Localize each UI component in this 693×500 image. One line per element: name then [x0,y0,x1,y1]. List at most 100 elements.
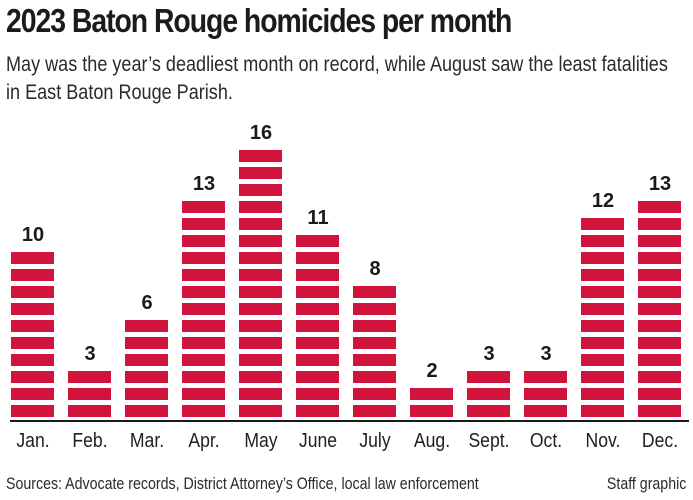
bar-block [182,269,225,281]
bar-block [182,405,225,417]
bar-block [11,320,54,332]
bar-block [638,337,681,349]
bar-block [353,286,396,298]
bar-block [353,405,396,417]
value-label: 11 [307,207,329,229]
bar-block [239,218,282,230]
bar-block [524,371,567,383]
value-label: 13 [648,173,672,195]
bar-block [638,320,681,332]
chart-title: 2023 Baton Rouge homicides per month [6,2,512,39]
bar-block [581,269,624,281]
bar-block [11,371,54,383]
bar-block [410,405,453,417]
sources-note: Sources: Advocate records, District Atto… [6,475,479,493]
bar-block [182,371,225,383]
bar-block [239,286,282,298]
x-axis-baseline [10,420,689,422]
bar-block [11,354,54,366]
bar-block [524,405,567,417]
bar-block [239,320,282,332]
bar-block [353,320,396,332]
bar-block [125,388,168,400]
bar-block [524,388,567,400]
value-label: 6 [141,292,153,314]
value-label: 3 [483,343,495,365]
month-label: June [298,430,337,452]
bar-block [353,303,396,315]
bar-block [581,218,624,230]
bar-block [296,320,339,332]
month-label: Oct. [529,430,562,452]
bar-block [581,405,624,417]
credit-note: Staff graphic [606,475,686,493]
value-label: 16 [249,122,273,144]
month-label: Nov. [585,430,620,452]
bar-block [638,354,681,366]
month-label: Dec. [641,430,678,452]
bar-block [638,388,681,400]
bar-block [125,320,168,332]
value-label: 2 [426,360,438,382]
bar-block [467,371,510,383]
bar-block [11,303,54,315]
bar-block [239,354,282,366]
bar-block [638,235,681,247]
bar-block [182,354,225,366]
value-label: 12 [591,190,615,212]
bar-block [581,303,624,315]
bar-block [638,218,681,230]
bar-block [581,337,624,349]
bar-block [638,201,681,213]
bar-block [239,201,282,213]
chart-subtitle: May was the year’s deadliest month on re… [6,52,668,104]
bar-block [239,184,282,196]
bar-block [638,252,681,264]
bar-block [239,235,282,247]
bar-block [638,303,681,315]
bar-block [239,269,282,281]
bar-block [467,388,510,400]
bar-block [353,388,396,400]
bar-block [296,405,339,417]
month-label: Apr. [187,430,220,452]
bar-block [182,303,225,315]
bar-block [581,320,624,332]
bar-block [638,286,681,298]
bar-block [353,337,396,349]
bar-block [182,337,225,349]
bar-block [182,201,225,213]
value-label: 3 [84,343,96,365]
value-label: 10 [21,224,45,246]
bar-block [296,235,339,247]
bar-block [182,235,225,247]
value-label: 8 [369,258,381,280]
bar-block [125,354,168,366]
bar-block [125,337,168,349]
bar-block [581,388,624,400]
bar-block [11,286,54,298]
month-label: Jan. [15,430,50,452]
month-label: Mar. [129,430,164,452]
value-label: 13 [192,173,216,195]
bar-block [182,286,225,298]
bar-block [239,337,282,349]
bar-block [353,354,396,366]
bar-block [353,371,396,383]
bar-block [125,405,168,417]
bar-block [182,320,225,332]
bar-block [581,286,624,298]
bar-block [11,269,54,281]
month-label: May [243,430,278,452]
bar-block [125,371,168,383]
bar-block [296,354,339,366]
bar-block [11,337,54,349]
bar-block [581,235,624,247]
bar-block [11,252,54,264]
bar-block [467,405,510,417]
bar-block [581,252,624,264]
month-label: July [358,430,391,452]
bar-block [296,371,339,383]
bar-block [296,286,339,298]
